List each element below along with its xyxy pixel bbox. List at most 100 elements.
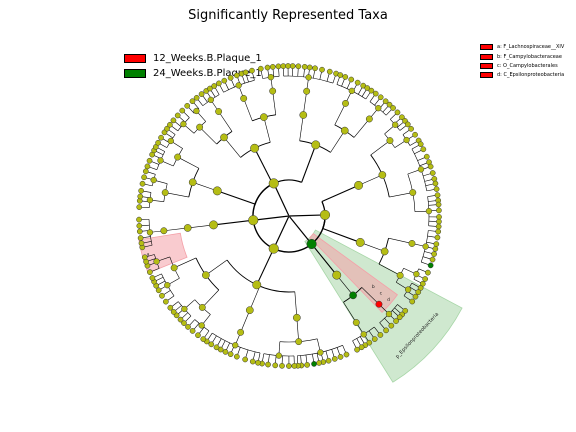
taxon-node-level-6 [280,63,287,69]
legend-label-12-weeks: 12_Weeks.B.Plaque_1 [153,52,262,64]
taxon-node-level-5 [150,176,157,184]
taxon-node-level-1 [319,209,331,220]
taxon-node-level-6 [342,74,349,80]
taxon-node-level-6 [431,251,437,257]
taxon-node-level-6 [386,101,393,108]
branch-line [177,156,199,169]
branch-line [311,243,338,276]
taxon-node-level-6 [399,114,405,121]
taxon-node-level-6 [193,94,200,101]
branch-line [218,111,233,132]
taxon-node-level-2 [212,186,222,196]
taxon-node-level-5 [146,196,154,204]
taxon-node-level-3 [380,247,389,256]
taxon-node-level-5 [413,270,420,278]
taxon-node-level-6 [242,356,249,363]
legend-item-12-weeks: 12_Weeks.B.Plaque_1 [124,51,262,65]
taxon-node-level-4 [215,108,223,115]
taxon-node-level-6 [325,357,332,364]
taxon-node-level-1 [268,243,279,254]
branch-line [294,291,298,318]
taxon-node-level-6 [354,346,360,353]
taxon-node-level-6 [412,131,418,138]
taxon-node-level-5 [425,208,433,215]
taxon-node-level-6 [312,65,318,72]
taxon-node-level-6 [155,287,162,294]
branch-line [322,228,361,243]
taxon-node-level-6 [170,309,177,315]
taxon-node-level-6 [170,117,177,124]
taxon-node-level-6 [279,362,285,369]
branch-line [253,215,290,221]
branch-line [205,259,228,276]
taxon-node-level-6 [195,332,201,339]
cladogram-nodes [136,63,442,369]
taxon-node-level-6 [366,339,373,346]
taxon-node-level-6 [368,87,375,94]
taxon-node-level-6 [301,63,308,70]
taxon-node-level-2 [250,143,260,153]
taxon-node-level-6 [371,336,378,342]
taxon-node-level-5 [360,331,367,338]
branch-line [370,140,391,156]
taxon-node-level-4 [161,189,169,197]
taxon-node-level-1 [268,178,279,189]
taxon-node-level-4 [196,123,204,131]
taxon-node-level-6 [433,241,440,247]
taxon-node-level-5 [157,157,164,164]
branch-line [299,114,304,141]
taxon-node-level-5 [275,352,283,359]
branch-line [199,126,217,145]
taxon-node-level-6 [331,356,338,362]
taxon-node-level-5 [180,120,187,128]
taxon-node-level-3 [245,306,254,315]
taxon-node-level-4 [365,115,373,123]
taxon-node-level-6 [208,341,215,348]
taxon-node-level-6 [433,186,440,192]
clade-label-lachnospiraceae: a [147,252,150,257]
taxon-node-level-6 [257,65,264,72]
branch-line [288,214,326,217]
taxon-node-level-6 [207,85,213,92]
clade-label-d: d: C_Epsilonproteobacteria [497,72,565,78]
taxon-node-level-5 [232,342,239,349]
branch-line [249,286,261,311]
shade-campylobacterales [309,233,398,313]
branch-line [388,237,413,244]
clade-swatch-a [480,44,493,50]
taxon-node-level-6 [216,80,222,87]
clade-swatch-b [480,54,493,60]
branch-line [343,302,357,323]
branch-line [296,317,299,342]
branch-line [174,257,197,269]
taxon-node-level-6 [249,67,255,74]
taxon-node-level-6 [383,327,389,334]
root-node [288,215,290,217]
taxon-node-level-6 [412,293,419,300]
taxon-node-level-5 [146,229,154,236]
taxon-node-level-4 [396,271,404,279]
clade-legend-a: a: F_Lachnospiraceae__XIV [480,43,576,51]
taxon-node-level-6 [291,363,298,369]
taxon-node-level-5 [235,82,242,89]
clade-legend-d: d: C_Epsilonproteobacteria [480,71,576,79]
branch-line [213,219,254,226]
taxon-node-level-1 [248,215,259,226]
branch-line [301,144,317,183]
branch-line [223,137,241,158]
taxon-node-level-6 [377,94,384,101]
taxon-node-level-6 [435,223,442,230]
taxon-node-level-2 [355,237,365,247]
taxon-node-level-6 [137,235,144,241]
taxon-node-level-6 [432,180,439,187]
clade-label-c: c: O_Campylobacterales [497,63,558,69]
taxon-node-level-5 [422,243,429,250]
taxon-node-level-6 [149,275,156,281]
taxon-node-level-4 [352,319,360,326]
taxon-node-level-6 [420,146,427,153]
branch-line [321,184,359,203]
taxon-node-level-6 [184,102,191,109]
taxon-node-level-6 [354,79,361,86]
taxon-node-level-6 [138,187,144,194]
taxon-node-level-6 [394,109,401,116]
